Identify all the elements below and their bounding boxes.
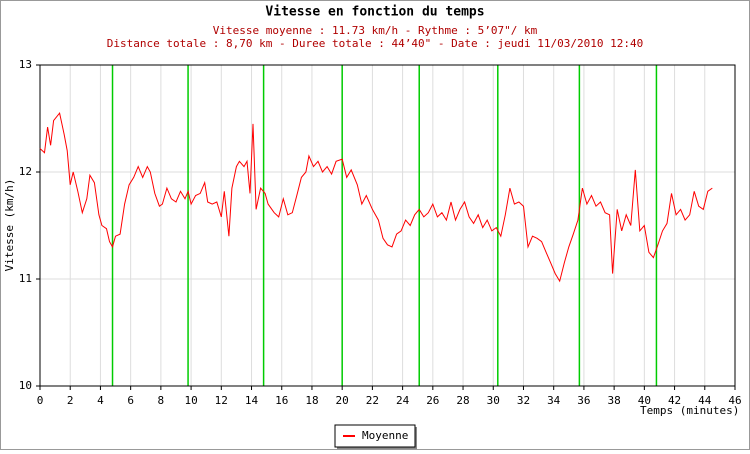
chart-title: Vitesse en fonction du temps xyxy=(265,5,484,20)
subtitle: Vitesse moyenne : 11.73 km/h - Rythme : … xyxy=(213,24,538,37)
x-tick-label: 24 xyxy=(396,394,410,407)
x-tick-label: 0 xyxy=(37,394,44,407)
x-tick-label: 14 xyxy=(245,394,259,407)
x-tick-label: 26 xyxy=(426,394,439,407)
x-tick-label: 4 xyxy=(97,394,104,407)
x-tick-label: 18 xyxy=(305,394,318,407)
x-tick-label: 42 xyxy=(668,394,681,407)
x-tick-label: 34 xyxy=(547,394,561,407)
y-tick-label: 11 xyxy=(19,272,32,285)
x-tick-label: 38 xyxy=(608,394,621,407)
legend-box xyxy=(334,424,416,448)
plot-frame xyxy=(39,64,736,387)
x-tick-label: 16 xyxy=(275,394,288,407)
x-tick-label: 2 xyxy=(67,394,74,407)
y-tick-label: 10 xyxy=(19,379,32,392)
legend-label: Moyenne xyxy=(362,429,408,442)
x-tick-label: 22 xyxy=(366,394,379,407)
x-tick-label: 32 xyxy=(517,394,530,407)
x-tick-label: 8 xyxy=(158,394,165,407)
y-tick-label: 12 xyxy=(19,165,32,178)
x-tick-label: 30 xyxy=(487,394,500,407)
x-tick-label: 40 xyxy=(638,394,651,407)
x-tick-label: 20 xyxy=(336,394,349,407)
series-line xyxy=(39,111,713,283)
y-axis-label: Vitesse (km/h) xyxy=(3,179,16,272)
subtitle: Distance totale : 8,70 km - Duree totale… xyxy=(107,37,643,50)
x-tick-label: 36 xyxy=(577,394,590,407)
x-tick-label: 12 xyxy=(215,394,228,407)
x-tick-label: 6 xyxy=(127,394,134,407)
y-tick-label: 13 xyxy=(19,58,32,71)
x-tick-label: 46 xyxy=(728,394,741,407)
x-tick-label: 28 xyxy=(456,394,469,407)
x-tick-label: 10 xyxy=(184,394,197,407)
x-tick-label: 44 xyxy=(698,394,712,407)
x-axis-label: Temps (minutes) xyxy=(640,404,739,417)
